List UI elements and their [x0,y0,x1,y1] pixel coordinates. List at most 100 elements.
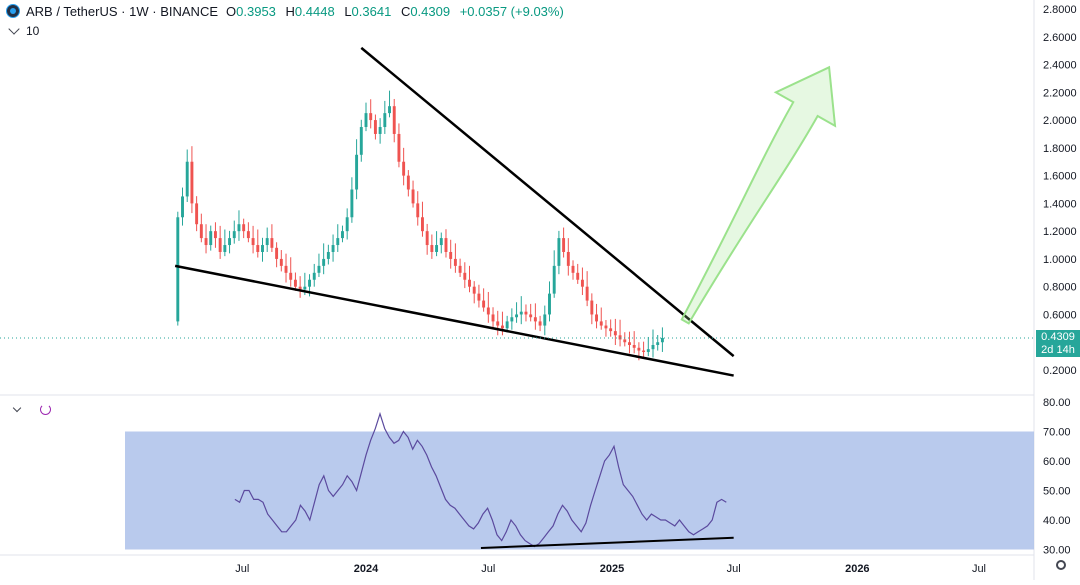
price-tick-label: 2.4000 [1043,60,1077,72]
price-tick-label: 1.4000 [1043,198,1077,210]
ohlc-readout: O0.3953 H0.4448 L0.3641 C0.4309 +0.0357 … [226,4,570,19]
candle-body [345,217,349,232]
candle-body [378,127,382,134]
candle-body [496,321,500,326]
candle-body [270,238,274,248]
candle-body [190,161,194,204]
arbitrum-logo-icon [6,4,20,18]
candle-body [336,238,340,246]
candle-body [331,245,335,252]
candle-body [322,258,326,266]
close-value: 0.4309 [410,3,451,19]
candle-body [256,245,260,252]
rsi-line [234,411,727,548]
low-value: 0.3641 [351,3,392,19]
price-tick-label: 2.8000 [1043,4,1077,16]
price-tick-label: 0.8000 [1043,282,1077,294]
candle-body [392,106,396,134]
candle-body [482,300,486,308]
candle-body [642,350,646,352]
high-value: 0.4448 [294,3,335,19]
chevron-down-icon[interactable] [12,403,22,413]
change-value: +0.0357 (+9.03%) [459,3,564,19]
trendline-lower [174,264,734,377]
candle-body [595,314,598,322]
candle-body [552,265,556,294]
candle-body [279,258,283,266]
candle-body [251,238,255,246]
candle-body [562,238,566,252]
candle-body [637,347,641,351]
time-tick-label: Jul [235,563,249,575]
candle-body [284,265,288,273]
candle-body [355,154,359,190]
candle-body [195,203,199,225]
time-tick-label: 2024 [354,563,379,575]
candle-body [341,231,344,239]
candle-body [491,314,495,322]
trendline-upper [360,46,735,358]
bar-countdown: 2d 14h [1041,344,1075,356]
price-tick-label: 1.6000 [1043,171,1077,183]
chevron-down-icon[interactable] [8,23,20,35]
candle-body [326,251,330,259]
open-label: O [226,3,237,19]
candle-body [623,339,627,343]
price-tick-label: 1.0000 [1043,254,1077,266]
candle-body [185,161,189,197]
candle-body [425,231,429,246]
candle-body [472,286,476,294]
candle-body [632,345,636,348]
last-price-tag: 0.4309 2d 14h [1036,330,1080,357]
price-tick-label: 2.2000 [1043,87,1077,99]
last-price-value: 0.4309 [1041,331,1075,343]
candle-body [439,238,443,246]
candle-body [312,272,316,280]
candle-body [199,224,203,239]
candle-body [613,331,617,336]
candle-body [533,317,537,322]
candle-body [218,238,222,252]
candle-body [519,311,523,315]
chart-header: ARB / TetherUS · 1W · BINANCE O0.3953 H0… [0,0,570,22]
candle-body [411,189,415,204]
candle-body [242,224,246,232]
candle-body [373,120,377,134]
candle-body [604,325,608,329]
candle-body [590,300,594,315]
refresh-icon[interactable] [40,404,51,415]
separator: · [152,3,157,19]
symbol-label[interactable]: ARB / TetherUS [26,3,118,19]
rsi-tick-label: 80.00 [1043,397,1071,409]
candle-body [486,307,490,315]
indicator-row: 10 [8,23,40,38]
settings-gear-icon[interactable] [1056,560,1066,570]
exchange-label: BINANCE [160,3,219,19]
price-tick-label: 0.6000 [1043,309,1077,321]
price-tick-label: 2.0000 [1043,115,1077,127]
price-tick-label: 2.6000 [1043,32,1077,44]
time-tick-label: 2026 [845,563,869,575]
price-tick-label: 1.8000 [1043,143,1077,155]
interval-label[interactable]: 1W [129,3,149,19]
rsi-trendline [480,536,734,550]
rsi-tick-label: 60.00 [1043,456,1071,468]
candle-body [529,314,533,318]
candle-body [383,113,387,128]
candle-body [402,161,406,176]
candle-body [557,238,561,266]
candle-body [468,279,471,287]
projection-arrow [680,65,837,325]
rsi-tick-label: 30.00 [1043,545,1071,557]
candle-body [449,251,453,259]
rsi-tick-label: 40.00 [1043,515,1071,527]
candle-body [293,279,297,287]
indicator-value: 10 [26,24,40,38]
candle-body [265,238,269,246]
candle-body [515,314,519,318]
candle-body [406,175,410,190]
projection-arrow-shape [680,65,837,325]
separator: · [121,3,126,19]
candle-body [524,311,528,315]
